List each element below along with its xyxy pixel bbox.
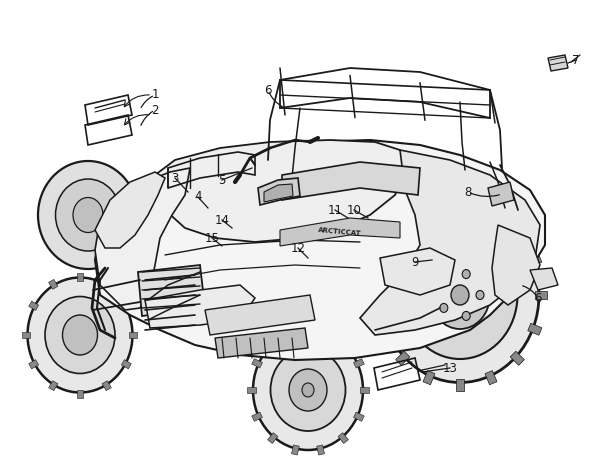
Polygon shape <box>121 301 132 310</box>
Ellipse shape <box>56 179 121 251</box>
Text: 6: 6 <box>534 292 542 304</box>
Polygon shape <box>354 359 364 368</box>
Ellipse shape <box>440 304 448 313</box>
Polygon shape <box>360 387 369 393</box>
Polygon shape <box>380 248 455 295</box>
Polygon shape <box>258 178 300 205</box>
Polygon shape <box>456 379 464 390</box>
Polygon shape <box>48 279 58 289</box>
Polygon shape <box>354 412 364 421</box>
Polygon shape <box>247 387 256 393</box>
Polygon shape <box>121 360 132 369</box>
Polygon shape <box>338 336 348 347</box>
Polygon shape <box>535 291 547 299</box>
Polygon shape <box>29 360 39 369</box>
Text: 1: 1 <box>151 88 159 102</box>
Polygon shape <box>291 445 299 455</box>
Polygon shape <box>145 285 255 328</box>
Polygon shape <box>264 184 293 202</box>
Text: 14: 14 <box>214 213 230 227</box>
Polygon shape <box>252 359 263 368</box>
Polygon shape <box>488 182 514 206</box>
Ellipse shape <box>302 383 314 397</box>
Polygon shape <box>492 225 540 305</box>
Text: 13: 13 <box>442 361 457 374</box>
Text: 10: 10 <box>346 203 362 217</box>
Ellipse shape <box>73 198 103 232</box>
Polygon shape <box>77 273 83 281</box>
Polygon shape <box>95 172 165 248</box>
Ellipse shape <box>28 277 133 392</box>
Text: 11: 11 <box>327 203 343 217</box>
Polygon shape <box>423 205 435 219</box>
Polygon shape <box>485 205 497 219</box>
Polygon shape <box>528 255 542 267</box>
Polygon shape <box>205 295 315 335</box>
Polygon shape <box>95 140 545 360</box>
Polygon shape <box>102 279 111 289</box>
Polygon shape <box>138 265 205 316</box>
Text: ARCTICCAT: ARCTICCAT <box>318 227 362 237</box>
Polygon shape <box>373 291 385 299</box>
Text: 5: 5 <box>218 173 226 187</box>
Polygon shape <box>77 390 83 398</box>
Polygon shape <box>316 445 324 455</box>
Polygon shape <box>102 380 111 390</box>
Ellipse shape <box>38 161 138 269</box>
Polygon shape <box>23 332 31 338</box>
Polygon shape <box>395 225 410 239</box>
Polygon shape <box>291 325 299 335</box>
Ellipse shape <box>430 261 490 329</box>
Ellipse shape <box>462 312 470 321</box>
Ellipse shape <box>45 296 115 373</box>
Polygon shape <box>48 380 58 390</box>
Ellipse shape <box>271 349 346 431</box>
Polygon shape <box>215 328 308 358</box>
Ellipse shape <box>462 270 470 278</box>
Polygon shape <box>510 351 524 365</box>
Polygon shape <box>155 140 410 242</box>
Polygon shape <box>423 370 435 385</box>
Polygon shape <box>252 412 263 421</box>
Ellipse shape <box>403 231 518 359</box>
Text: 7: 7 <box>572 54 580 67</box>
Polygon shape <box>29 301 39 310</box>
Polygon shape <box>548 55 568 71</box>
Polygon shape <box>280 218 400 246</box>
Text: 9: 9 <box>411 256 419 268</box>
Polygon shape <box>130 332 138 338</box>
Polygon shape <box>316 325 324 335</box>
Polygon shape <box>456 200 464 211</box>
Text: 15: 15 <box>204 231 220 245</box>
Polygon shape <box>282 162 420 200</box>
Text: 4: 4 <box>194 190 202 203</box>
Text: 6: 6 <box>264 84 272 96</box>
Polygon shape <box>338 433 348 444</box>
Polygon shape <box>378 255 392 267</box>
Polygon shape <box>95 168 190 310</box>
Ellipse shape <box>440 277 448 286</box>
Ellipse shape <box>289 369 327 411</box>
Polygon shape <box>510 225 524 239</box>
Text: 8: 8 <box>465 186 472 199</box>
Polygon shape <box>267 336 278 347</box>
Ellipse shape <box>451 285 469 305</box>
Ellipse shape <box>253 330 363 450</box>
Text: 2: 2 <box>151 104 159 116</box>
Text: 12: 12 <box>291 241 305 255</box>
Ellipse shape <box>381 208 539 382</box>
Ellipse shape <box>62 315 97 355</box>
Polygon shape <box>528 323 542 335</box>
Text: 3: 3 <box>171 171 179 184</box>
Polygon shape <box>485 370 497 385</box>
Polygon shape <box>267 433 278 444</box>
Polygon shape <box>378 323 392 335</box>
Polygon shape <box>395 351 410 365</box>
Polygon shape <box>530 268 558 290</box>
Ellipse shape <box>476 291 484 300</box>
Polygon shape <box>360 150 540 335</box>
